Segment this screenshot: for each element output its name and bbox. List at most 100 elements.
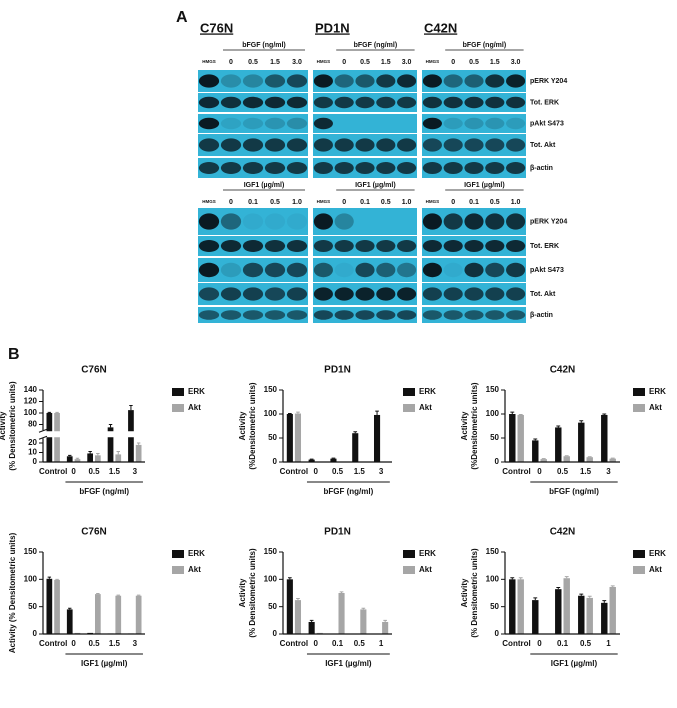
blot-band — [242, 74, 264, 88]
bar — [74, 459, 81, 462]
chart-title: C42N — [550, 527, 576, 538]
blot-band — [443, 96, 463, 109]
treatment-label: bFGF (ng/ml) — [463, 42, 507, 49]
error-bar — [556, 587, 561, 590]
blot-band — [220, 117, 242, 130]
x-tick-label: 0 — [537, 467, 542, 476]
blot-band — [264, 287, 286, 301]
legend-swatch — [172, 550, 184, 558]
blot-band — [422, 96, 442, 109]
bar — [609, 586, 616, 634]
blot-band — [220, 162, 242, 174]
error-bar — [55, 411, 59, 413]
blot-band — [334, 262, 354, 278]
cell-line-label: C76N — [200, 20, 233, 35]
blot-band — [422, 162, 442, 174]
lane-label: 0 — [229, 59, 233, 66]
blot-band — [485, 213, 505, 230]
y-tick-label: 100 — [264, 409, 278, 418]
legend-label: ERK — [419, 387, 436, 396]
blot-band — [443, 117, 463, 130]
blot-band — [464, 310, 484, 320]
blot-band — [334, 162, 354, 174]
blot-band — [355, 240, 375, 252]
x-tick-label: 1.5 — [580, 467, 592, 476]
blot-band — [334, 138, 354, 152]
blot-strip — [422, 114, 526, 133]
blot-band — [220, 310, 242, 320]
y-tick-label: 50 — [268, 433, 277, 442]
x-tick-label: 0.5 — [354, 639, 366, 648]
bar — [601, 414, 608, 462]
bar — [294, 600, 302, 634]
blot-band — [242, 138, 264, 152]
blot-band — [242, 262, 264, 278]
x-tick-label: 3 — [606, 467, 611, 476]
x-tick-label: 3 — [133, 639, 138, 648]
lane-label: 0 — [451, 199, 455, 206]
legend-swatch — [403, 550, 415, 558]
blot-band — [286, 96, 308, 109]
bar — [95, 455, 101, 462]
y-tick-label: 100 — [486, 409, 500, 418]
blot-band — [286, 310, 308, 320]
bar — [286, 414, 293, 462]
blot-band — [242, 287, 264, 301]
error-bar — [296, 411, 300, 414]
y-tick-label: 100 — [24, 408, 38, 417]
x-tick-label: 0.1 — [332, 639, 344, 648]
bar — [382, 621, 389, 634]
blot-band — [485, 240, 505, 252]
legend-label: Akt — [188, 565, 201, 574]
lane-label: 0.5 — [270, 199, 280, 206]
blot-band — [376, 262, 396, 278]
y-tick-label: 150 — [264, 547, 278, 556]
blot-band — [485, 310, 505, 320]
legend-label: Akt — [649, 403, 662, 412]
error-bar — [288, 577, 292, 580]
blot-band — [422, 138, 442, 152]
blot-band — [198, 138, 220, 152]
legend-swatch — [403, 404, 415, 412]
blot-band — [506, 213, 526, 230]
bar — [609, 458, 616, 462]
blot-band — [376, 96, 396, 109]
row-label: β-actin — [530, 165, 553, 172]
blot-band — [198, 287, 220, 301]
blot-band — [264, 310, 286, 320]
error-bar — [88, 451, 92, 454]
bar — [286, 579, 293, 634]
legend-swatch — [633, 388, 645, 396]
blot-band — [464, 117, 484, 130]
y-tick-label: 0 — [33, 629, 38, 638]
bar — [360, 609, 367, 634]
blot-band — [355, 96, 375, 109]
y-axis-label: (% Densitometric units) — [248, 548, 257, 638]
blot-band — [464, 74, 484, 88]
y-tick-label: 150 — [24, 547, 38, 556]
legend-label: ERK — [188, 549, 205, 558]
x-axis-label: bFGF (ng/ml) — [549, 487, 599, 496]
x-tick-label: 1.5 — [109, 467, 121, 476]
legend-swatch — [172, 388, 184, 396]
y-tick-label: 100 — [24, 574, 38, 583]
lane-label: 1.5 — [270, 59, 280, 66]
bar — [540, 459, 547, 462]
bar — [115, 595, 122, 634]
blot-band — [422, 262, 442, 278]
blot-band — [397, 262, 417, 278]
row-label: Tot. Akt — [530, 142, 556, 149]
x-tick-label: 0.5 — [557, 467, 569, 476]
error-bar — [75, 457, 80, 460]
blot-band — [443, 310, 463, 320]
blot-band — [264, 240, 286, 252]
bar — [115, 454, 122, 462]
error-bar — [47, 411, 52, 413]
lane-label: 0.1 — [360, 199, 370, 206]
x-tick-label: 0 — [313, 639, 318, 648]
y-tick-label: 100 — [486, 574, 500, 583]
blot-band — [286, 162, 308, 174]
lane-label: 1.0 — [402, 199, 412, 206]
blot-band — [220, 96, 242, 109]
lane-label: 0.5 — [360, 59, 370, 66]
